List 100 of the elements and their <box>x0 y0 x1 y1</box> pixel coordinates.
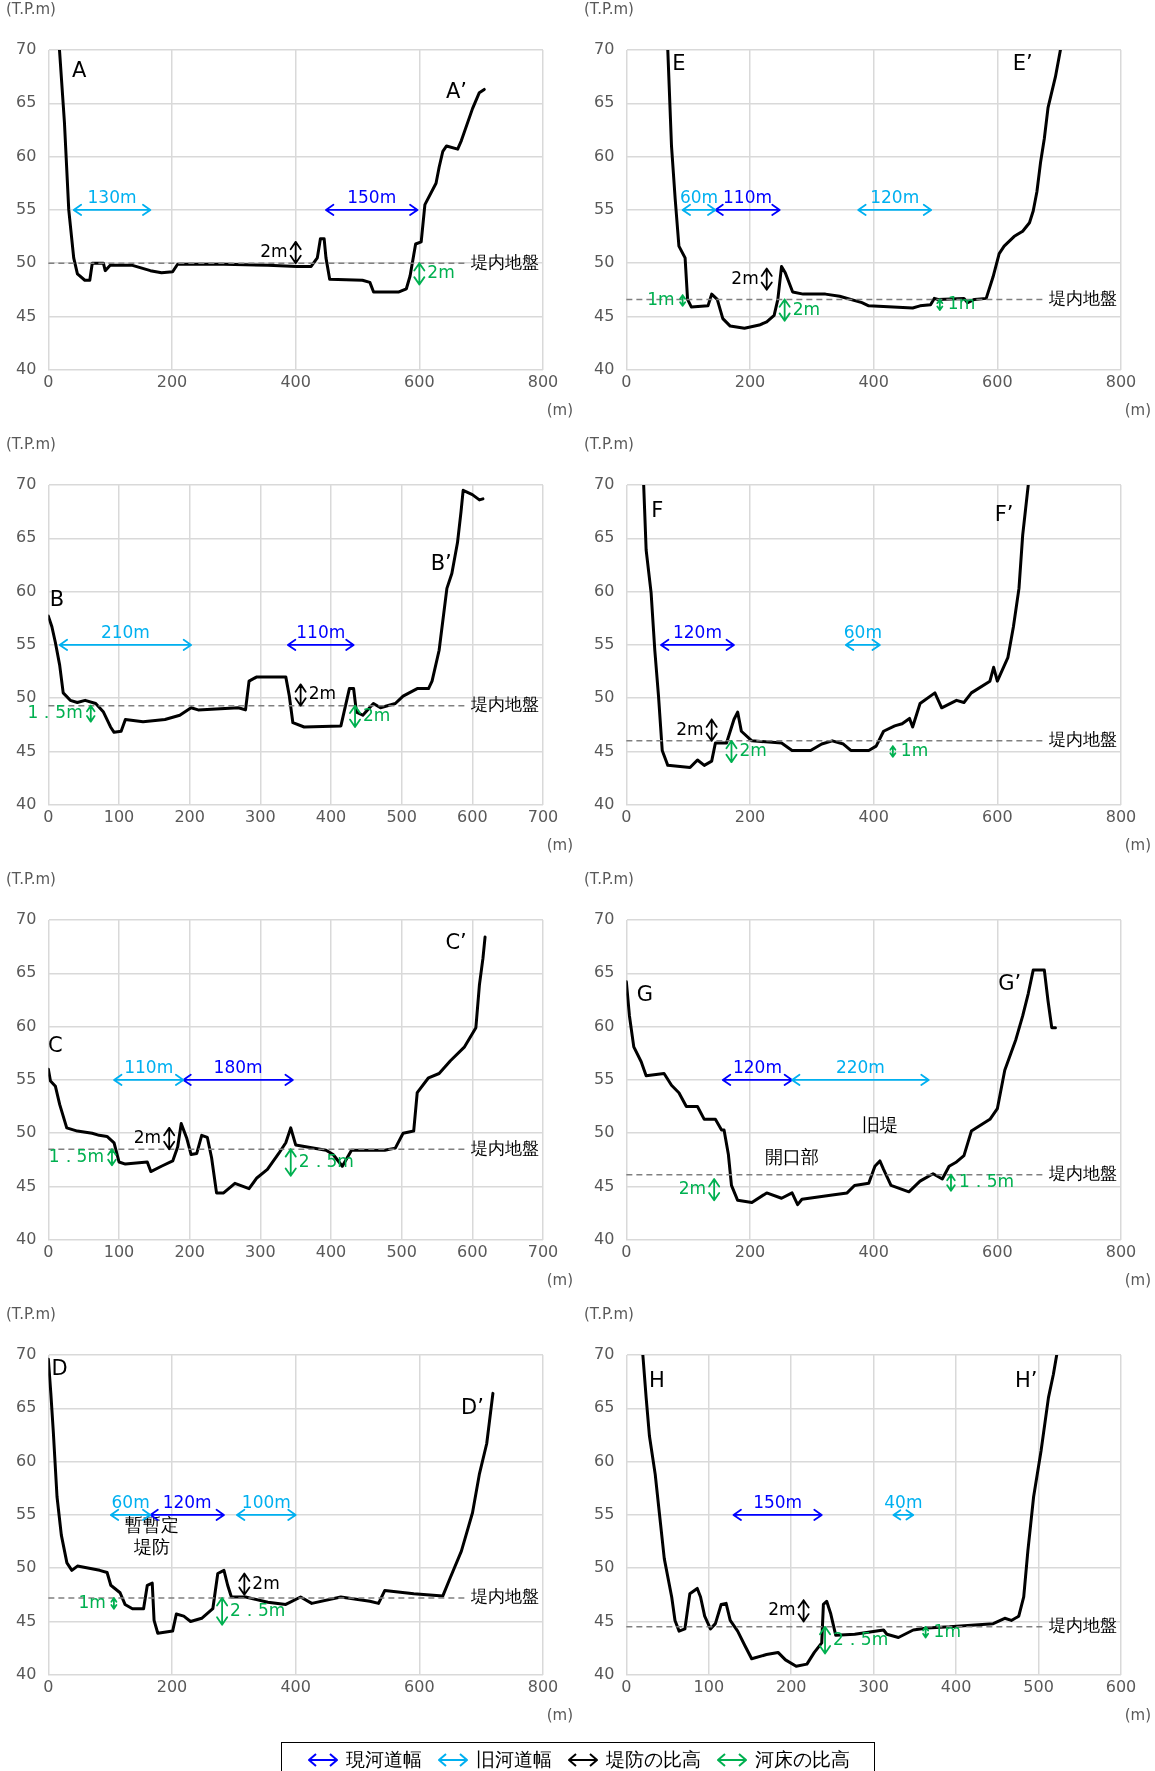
annotation: 1m <box>647 288 675 309</box>
annotation: 120m <box>162 1491 212 1512</box>
x-axis-title: (m) <box>1124 836 1151 855</box>
y-tick-label: 55 <box>594 634 615 654</box>
annotation: 1m <box>900 739 929 760</box>
x-tick-label: 600 <box>982 806 1013 826</box>
x-tick-label: 300 <box>858 1676 889 1696</box>
x-tick-label: 100 <box>103 806 135 826</box>
y-axis-title: (T.P.m) <box>584 0 634 18</box>
x-tick-label: 100 <box>693 1676 725 1696</box>
x-tick-label: 500 <box>1023 1676 1054 1696</box>
y-tick-label: 50 <box>16 252 37 272</box>
y-tick-label: 60 <box>594 580 615 600</box>
y-tick-label: 50 <box>594 252 615 272</box>
y-tick-label: 50 <box>16 1557 37 1577</box>
x-tick-label: 500 <box>386 1241 417 1261</box>
text: 現河道幅 <box>345 1747 422 1771</box>
x-tick-label: 0 <box>621 806 632 826</box>
x-tick-label: 200 <box>734 1241 766 1261</box>
y-tick-label: 65 <box>16 962 37 982</box>
annotation: 2m <box>731 267 759 288</box>
annotation: A <box>72 57 88 82</box>
x-tick-label: 400 <box>315 1241 347 1261</box>
x-axis-title: (m) <box>1124 401 1151 420</box>
annotation: 2m <box>133 1126 162 1147</box>
x-axis-title: (m) <box>546 401 573 420</box>
x-tick-label: 600 <box>982 1241 1013 1261</box>
annotation: C’ <box>445 929 467 954</box>
y-axis-title: (T.P.m) <box>6 1304 56 1323</box>
x-tick-label: 600 <box>404 371 435 391</box>
y-tick-label: 65 <box>594 962 615 982</box>
y-tick-label: 55 <box>594 1504 615 1524</box>
y-axis-title: (T.P.m) <box>6 0 56 18</box>
annotation: 2m <box>363 704 391 725</box>
x-tick-label: 600 <box>1105 1676 1137 1696</box>
text: 河床の比高 <box>754 1747 850 1771</box>
annotation: G’ <box>998 971 1022 996</box>
annotation: 暫暫定堤防 <box>125 1513 180 1557</box>
x-tick-label: 200 <box>775 1676 807 1696</box>
annotation: 2m <box>252 1572 280 1593</box>
y-tick-label: 50 <box>16 1122 37 1142</box>
y-tick-label: 70 <box>16 474 37 494</box>
x-axis-title: (m) <box>1124 1706 1151 1725</box>
y-tick-label: 60 <box>16 145 37 165</box>
x-tick-label: 800 <box>1105 371 1137 391</box>
ref-line-label: 堤内地盤 <box>470 1137 539 1158</box>
annotation: 120m <box>732 1056 782 1077</box>
y-tick-label: 40 <box>594 1228 615 1248</box>
annotation: B <box>49 586 65 611</box>
y-tick-label: 40 <box>16 1228 37 1248</box>
ref-line-label: 堤内地盤 <box>470 1586 539 1607</box>
y-tick-label: 60 <box>16 1015 37 1035</box>
x-tick-label: 600 <box>457 1241 488 1261</box>
y-tick-label: 45 <box>16 1610 37 1630</box>
y-tick-label: 65 <box>594 527 615 547</box>
y-tick-label: 60 <box>16 580 37 600</box>
x-tick-label: 800 <box>527 1676 559 1696</box>
text: 旧河道幅 <box>475 1747 552 1771</box>
annotation: 旧堤 <box>861 1113 898 1135</box>
y-tick-label: 45 <box>16 740 37 760</box>
x-tick-label: 200 <box>734 371 766 391</box>
annotation: 1．5m <box>27 702 83 723</box>
y-tick-label: 70 <box>16 909 37 929</box>
y-tick-label: 55 <box>594 199 615 219</box>
x-tick-label: 600 <box>982 371 1013 391</box>
y-tick-label: 40 <box>594 358 615 378</box>
y-tick-label: 70 <box>16 39 37 59</box>
y-tick-label: 55 <box>16 634 37 654</box>
x-tick-label: 400 <box>315 806 347 826</box>
y-tick-label: 55 <box>16 199 37 219</box>
x-axis-title: (m) <box>546 836 573 855</box>
y-tick-label: 45 <box>594 1610 615 1630</box>
annotation: B’ <box>430 551 452 576</box>
y-axis-title: (T.P.m) <box>6 434 56 453</box>
y-tick-label: 45 <box>594 740 615 760</box>
y-tick-label: 40 <box>16 358 37 378</box>
y-tick-label: 60 <box>594 1015 615 1035</box>
annotation: 2m <box>308 683 337 704</box>
y-axis-title: (T.P.m) <box>584 869 634 888</box>
x-tick-label: 0 <box>43 1676 54 1696</box>
annotation: 2m <box>260 240 288 261</box>
y-tick-label: 65 <box>594 1397 615 1417</box>
x-tick-label: 500 <box>386 806 417 826</box>
ref-line-label: 堤内地盤 <box>1048 287 1117 308</box>
annotation: 180m <box>213 1056 263 1077</box>
y-tick-label: 65 <box>16 92 37 112</box>
annotation: H’ <box>1014 1368 1038 1393</box>
annotation: 210m <box>100 621 150 642</box>
annotation: A’ <box>445 79 467 104</box>
annotation: 40m <box>884 1491 923 1512</box>
annotation: F <box>651 498 664 523</box>
y-tick-label: 50 <box>594 687 615 707</box>
annotation: 2m <box>427 262 455 283</box>
y-tick-label: 65 <box>594 92 615 112</box>
x-axis-title: (m) <box>546 1706 573 1725</box>
x-tick-label: 200 <box>174 806 205 826</box>
annotation: 100m <box>241 1491 291 1512</box>
x-tick-label: 800 <box>1105 1241 1137 1261</box>
annotation: 110m <box>296 621 346 642</box>
x-tick-label: 300 <box>245 806 276 826</box>
